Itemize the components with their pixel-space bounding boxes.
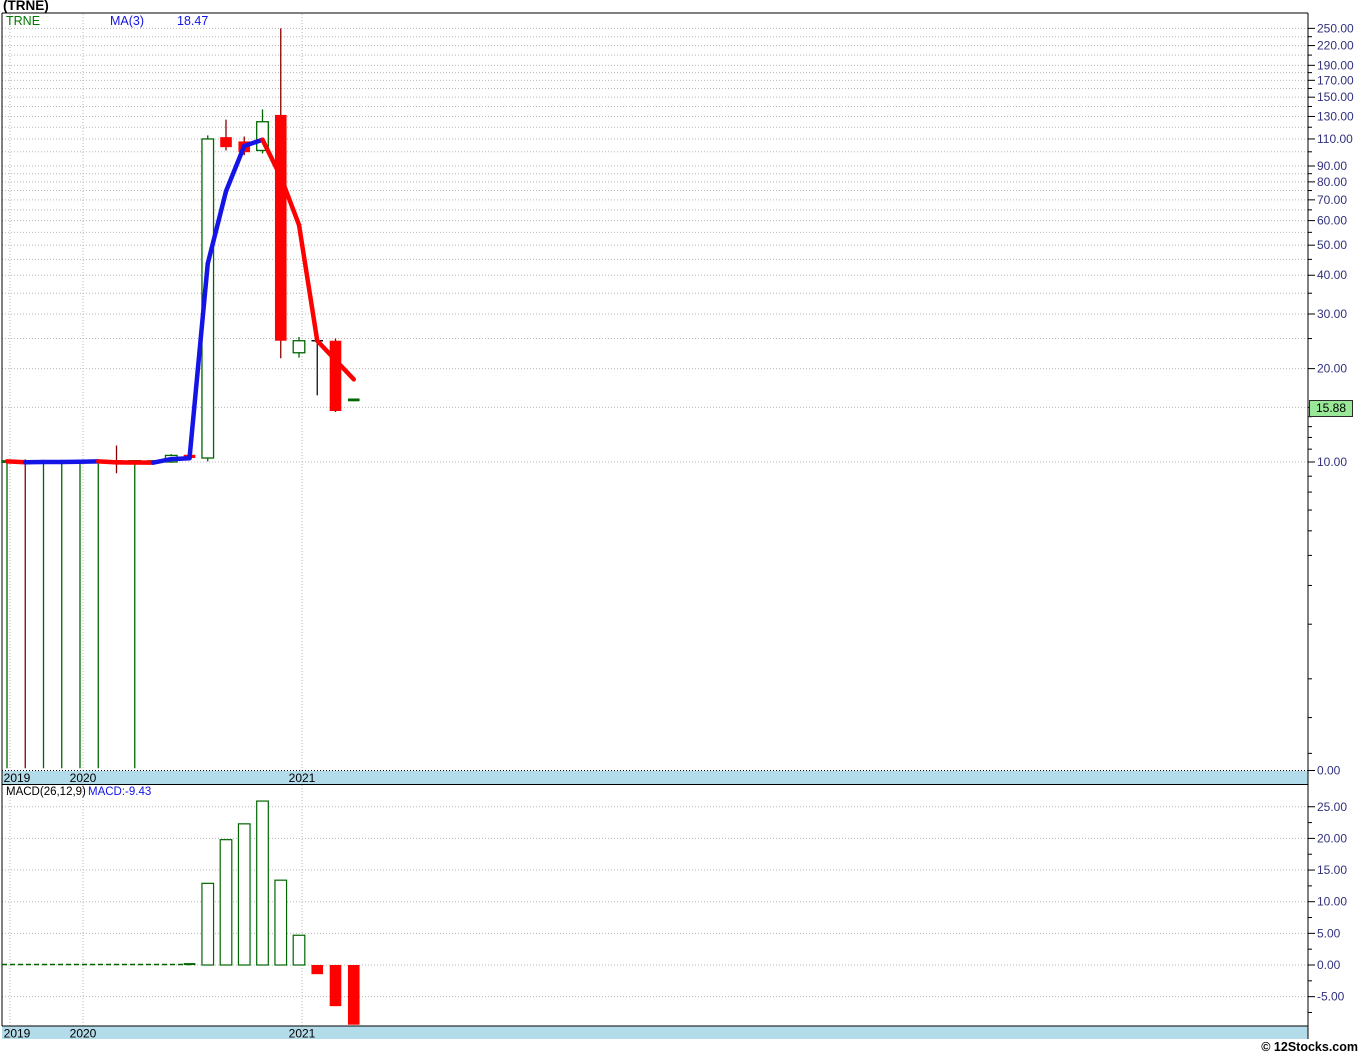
legend-ma-label: MA(3) — [110, 14, 145, 28]
year-labels: 2019 2019 2020 2020 2021 2021 — [4, 771, 316, 1041]
svg-text:2020: 2020 — [70, 1027, 97, 1041]
svg-text:0.00: 0.00 — [1317, 764, 1341, 778]
svg-text:90.00: 90.00 — [1317, 159, 1347, 173]
svg-text:40.00: 40.00 — [1317, 268, 1347, 282]
macd-bars — [183, 800, 360, 1025]
svg-text:110.00: 110.00 — [1317, 132, 1353, 146]
svg-text:80.00: 80.00 — [1317, 175, 1347, 189]
svg-text:170.00: 170.00 — [1317, 73, 1354, 87]
price-chart-legend: TRNE MA(3) 18.47 — [0, 14, 400, 28]
svg-text:5.00: 5.00 — [1317, 926, 1341, 940]
svg-text:2019: 2019 — [4, 1027, 31, 1041]
macd-legend: MACD(26,12,9) MACD:-9.43 — [0, 786, 400, 799]
svg-text:2019: 2019 — [4, 771, 31, 785]
last-price-badge: 15.88 — [1309, 400, 1353, 417]
svg-text:10.00: 10.00 — [1317, 895, 1347, 909]
svg-text:2021: 2021 — [289, 771, 316, 785]
legend-ma-value: 18.47 — [177, 14, 209, 28]
ma-line — [4, 137, 356, 465]
svg-text:250.00: 250.00 — [1317, 21, 1354, 35]
svg-text:220.00: 220.00 — [1317, 39, 1354, 53]
svg-text:0.00: 0.00 — [1317, 958, 1341, 972]
svg-text:70.00: 70.00 — [1317, 193, 1347, 207]
svg-text:20.00: 20.00 — [1317, 831, 1347, 845]
svg-text:60.00: 60.00 — [1317, 214, 1347, 228]
svg-text:190.00: 190.00 — [1317, 58, 1354, 72]
svg-text:25.00: 25.00 — [1317, 800, 1347, 814]
svg-text:50.00: 50.00 — [1317, 238, 1347, 252]
page-title: (TRNE) — [3, 0, 49, 13]
svg-text:2021: 2021 — [289, 1027, 316, 1041]
axis-bands — [2, 771, 1308, 1039]
copyright-watermark: © 12Stocks.com — [1261, 1040, 1358, 1054]
svg-text:20.00: 20.00 — [1317, 362, 1347, 376]
svg-text:2020: 2020 — [70, 771, 97, 785]
legend-symbol: TRNE — [6, 14, 41, 28]
svg-text:15.00: 15.00 — [1317, 863, 1347, 877]
svg-text:130.00: 130.00 — [1317, 109, 1354, 123]
gridlines — [2, 14, 1308, 1039]
svg-text:10.00: 10.00 — [1317, 455, 1347, 469]
svg-text:30.00: 30.00 — [1317, 307, 1347, 321]
panel-borders — [1, 12, 1309, 1039]
macd-value-label: MACD:-9.43 — [88, 786, 152, 798]
macd-params-label: MACD(26,12,9) — [6, 786, 86, 798]
macd-axis: 25.00 20.00 15.00 10.00 5.00 0.00 -5.00 — [1308, 800, 1347, 1013]
svg-text:150.00: 150.00 — [1317, 90, 1354, 104]
svg-text:-5.00: -5.00 — [1317, 990, 1345, 1004]
